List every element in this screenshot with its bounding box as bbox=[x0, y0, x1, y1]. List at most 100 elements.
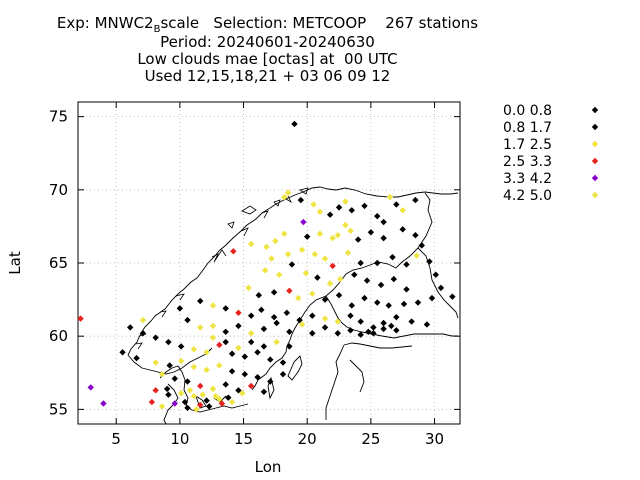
station-point-118 bbox=[176, 305, 184, 312]
station-point-29 bbox=[367, 229, 375, 236]
station-point-105 bbox=[273, 319, 280, 327]
coastline-norway-sweden bbox=[127, 186, 459, 356]
x-tick-label-2: 15 bbox=[234, 430, 253, 448]
legend-label-3: 2.5 3.3 bbox=[503, 154, 552, 170]
station-point-122 bbox=[222, 338, 229, 346]
chart-title-period: Period: 20240601-20240630 bbox=[160, 33, 375, 51]
station-point-90 bbox=[309, 312, 316, 319]
y-tick-label-0: 55 bbox=[49, 400, 68, 418]
legend-label-0: 0.0 0.8 bbox=[503, 103, 552, 119]
station-point-165 bbox=[165, 391, 172, 398]
station-point-71 bbox=[286, 287, 293, 295]
station-point-125 bbox=[260, 343, 268, 350]
station-point-54 bbox=[428, 294, 436, 302]
legend-marker-0 bbox=[591, 106, 599, 114]
coastline-sweden-finland-gulf bbox=[251, 192, 433, 391]
station-point-39 bbox=[284, 251, 292, 258]
station-point-56 bbox=[261, 267, 269, 274]
station-point-172 bbox=[158, 403, 166, 410]
chart-title-line-1: Exp: MNWC2Bscale Selection: METCOOP 267 … bbox=[0, 15, 535, 38]
station-point-48 bbox=[403, 261, 410, 268]
station-point-3 bbox=[100, 400, 107, 407]
station-point-26 bbox=[342, 221, 349, 229]
station-point-1 bbox=[77, 315, 84, 322]
station-point-136 bbox=[216, 341, 223, 349]
station-point-15 bbox=[386, 193, 394, 201]
station-point-167 bbox=[190, 392, 198, 400]
station-point-59 bbox=[302, 270, 310, 277]
station-point-182 bbox=[212, 392, 219, 400]
station-point-134 bbox=[190, 346, 198, 353]
station-point-79 bbox=[385, 302, 392, 309]
station-point-55 bbox=[414, 299, 422, 306]
title-experiment-prefix: Exp: MNWC2 bbox=[56, 14, 154, 32]
station-point-63 bbox=[351, 271, 358, 278]
station-point-181 bbox=[225, 394, 232, 401]
station-point-16 bbox=[393, 201, 400, 208]
coastline-fjords bbox=[134, 195, 292, 350]
station-point-117 bbox=[388, 322, 395, 330]
station-point-84 bbox=[235, 309, 242, 316]
station-point-43 bbox=[329, 262, 336, 270]
station-point-45 bbox=[357, 259, 364, 267]
station-point-53 bbox=[449, 293, 456, 300]
station-point-91 bbox=[321, 315, 329, 322]
station-point-34 bbox=[334, 231, 341, 239]
station-point-11 bbox=[342, 198, 349, 205]
station-point-28 bbox=[354, 236, 362, 243]
station-point-162 bbox=[247, 382, 255, 390]
station-point-80 bbox=[400, 300, 408, 308]
station-point-70 bbox=[270, 289, 278, 296]
station-point-87 bbox=[270, 313, 278, 321]
station-point-37 bbox=[247, 240, 255, 248]
station-point-27 bbox=[347, 227, 354, 234]
station-point-166 bbox=[177, 390, 185, 397]
station-point-40 bbox=[298, 246, 306, 254]
station-point-44 bbox=[344, 249, 352, 256]
legend-marker-3 bbox=[591, 157, 599, 165]
station-point-85 bbox=[247, 312, 255, 319]
station-point-62 bbox=[337, 275, 344, 283]
station-point-180 bbox=[239, 390, 246, 397]
station-point-7 bbox=[310, 201, 317, 208]
station-point-20 bbox=[300, 218, 307, 226]
station-point-52 bbox=[437, 284, 445, 292]
station-point-183 bbox=[181, 398, 189, 406]
station-point-67 bbox=[403, 286, 410, 293]
station-point-138 bbox=[241, 353, 249, 360]
station-point-17 bbox=[399, 207, 406, 214]
station-point-146 bbox=[177, 357, 185, 365]
station-point-157 bbox=[184, 378, 191, 385]
station-point-130 bbox=[139, 330, 147, 337]
station-point-65 bbox=[377, 281, 385, 289]
station-point-132 bbox=[165, 338, 172, 346]
station-point-57 bbox=[275, 271, 283, 278]
station-point-42 bbox=[321, 255, 329, 262]
station-point-46 bbox=[374, 259, 381, 267]
chart-title-used-hours: Used 12,15,18,21 + 03 06 09 12 bbox=[144, 67, 391, 85]
legend-marker-5 bbox=[591, 191, 599, 199]
station-point-121 bbox=[209, 334, 217, 341]
station-point-81 bbox=[197, 297, 204, 305]
station-point-38 bbox=[268, 255, 275, 262]
legend: 0.0 0.80.8 1.71.7 2.52.5 3.33.3 4.24.2 5… bbox=[503, 103, 599, 204]
station-point-168 bbox=[203, 397, 210, 404]
station-point-21 bbox=[281, 230, 288, 237]
station-point-116 bbox=[393, 327, 400, 334]
station-point-114 bbox=[370, 330, 377, 337]
station-point-25 bbox=[329, 234, 336, 242]
station-point-19 bbox=[380, 218, 387, 226]
station-point-73 bbox=[309, 290, 316, 297]
station-point-145 bbox=[166, 362, 173, 369]
station-point-31 bbox=[399, 226, 406, 233]
x-tick-label-3: 20 bbox=[298, 430, 317, 448]
station-point-107 bbox=[298, 321, 306, 328]
y-axis-title: Lat bbox=[6, 251, 24, 275]
station-point-33 bbox=[418, 242, 425, 249]
station-point-6 bbox=[297, 196, 305, 204]
axis-ticks: 5 10 15 20 25 30 55 60 65 70 75 bbox=[49, 102, 460, 448]
y-tick-label-3: 70 bbox=[49, 181, 68, 199]
station-point-178 bbox=[199, 391, 206, 398]
station-point-169 bbox=[216, 395, 223, 403]
